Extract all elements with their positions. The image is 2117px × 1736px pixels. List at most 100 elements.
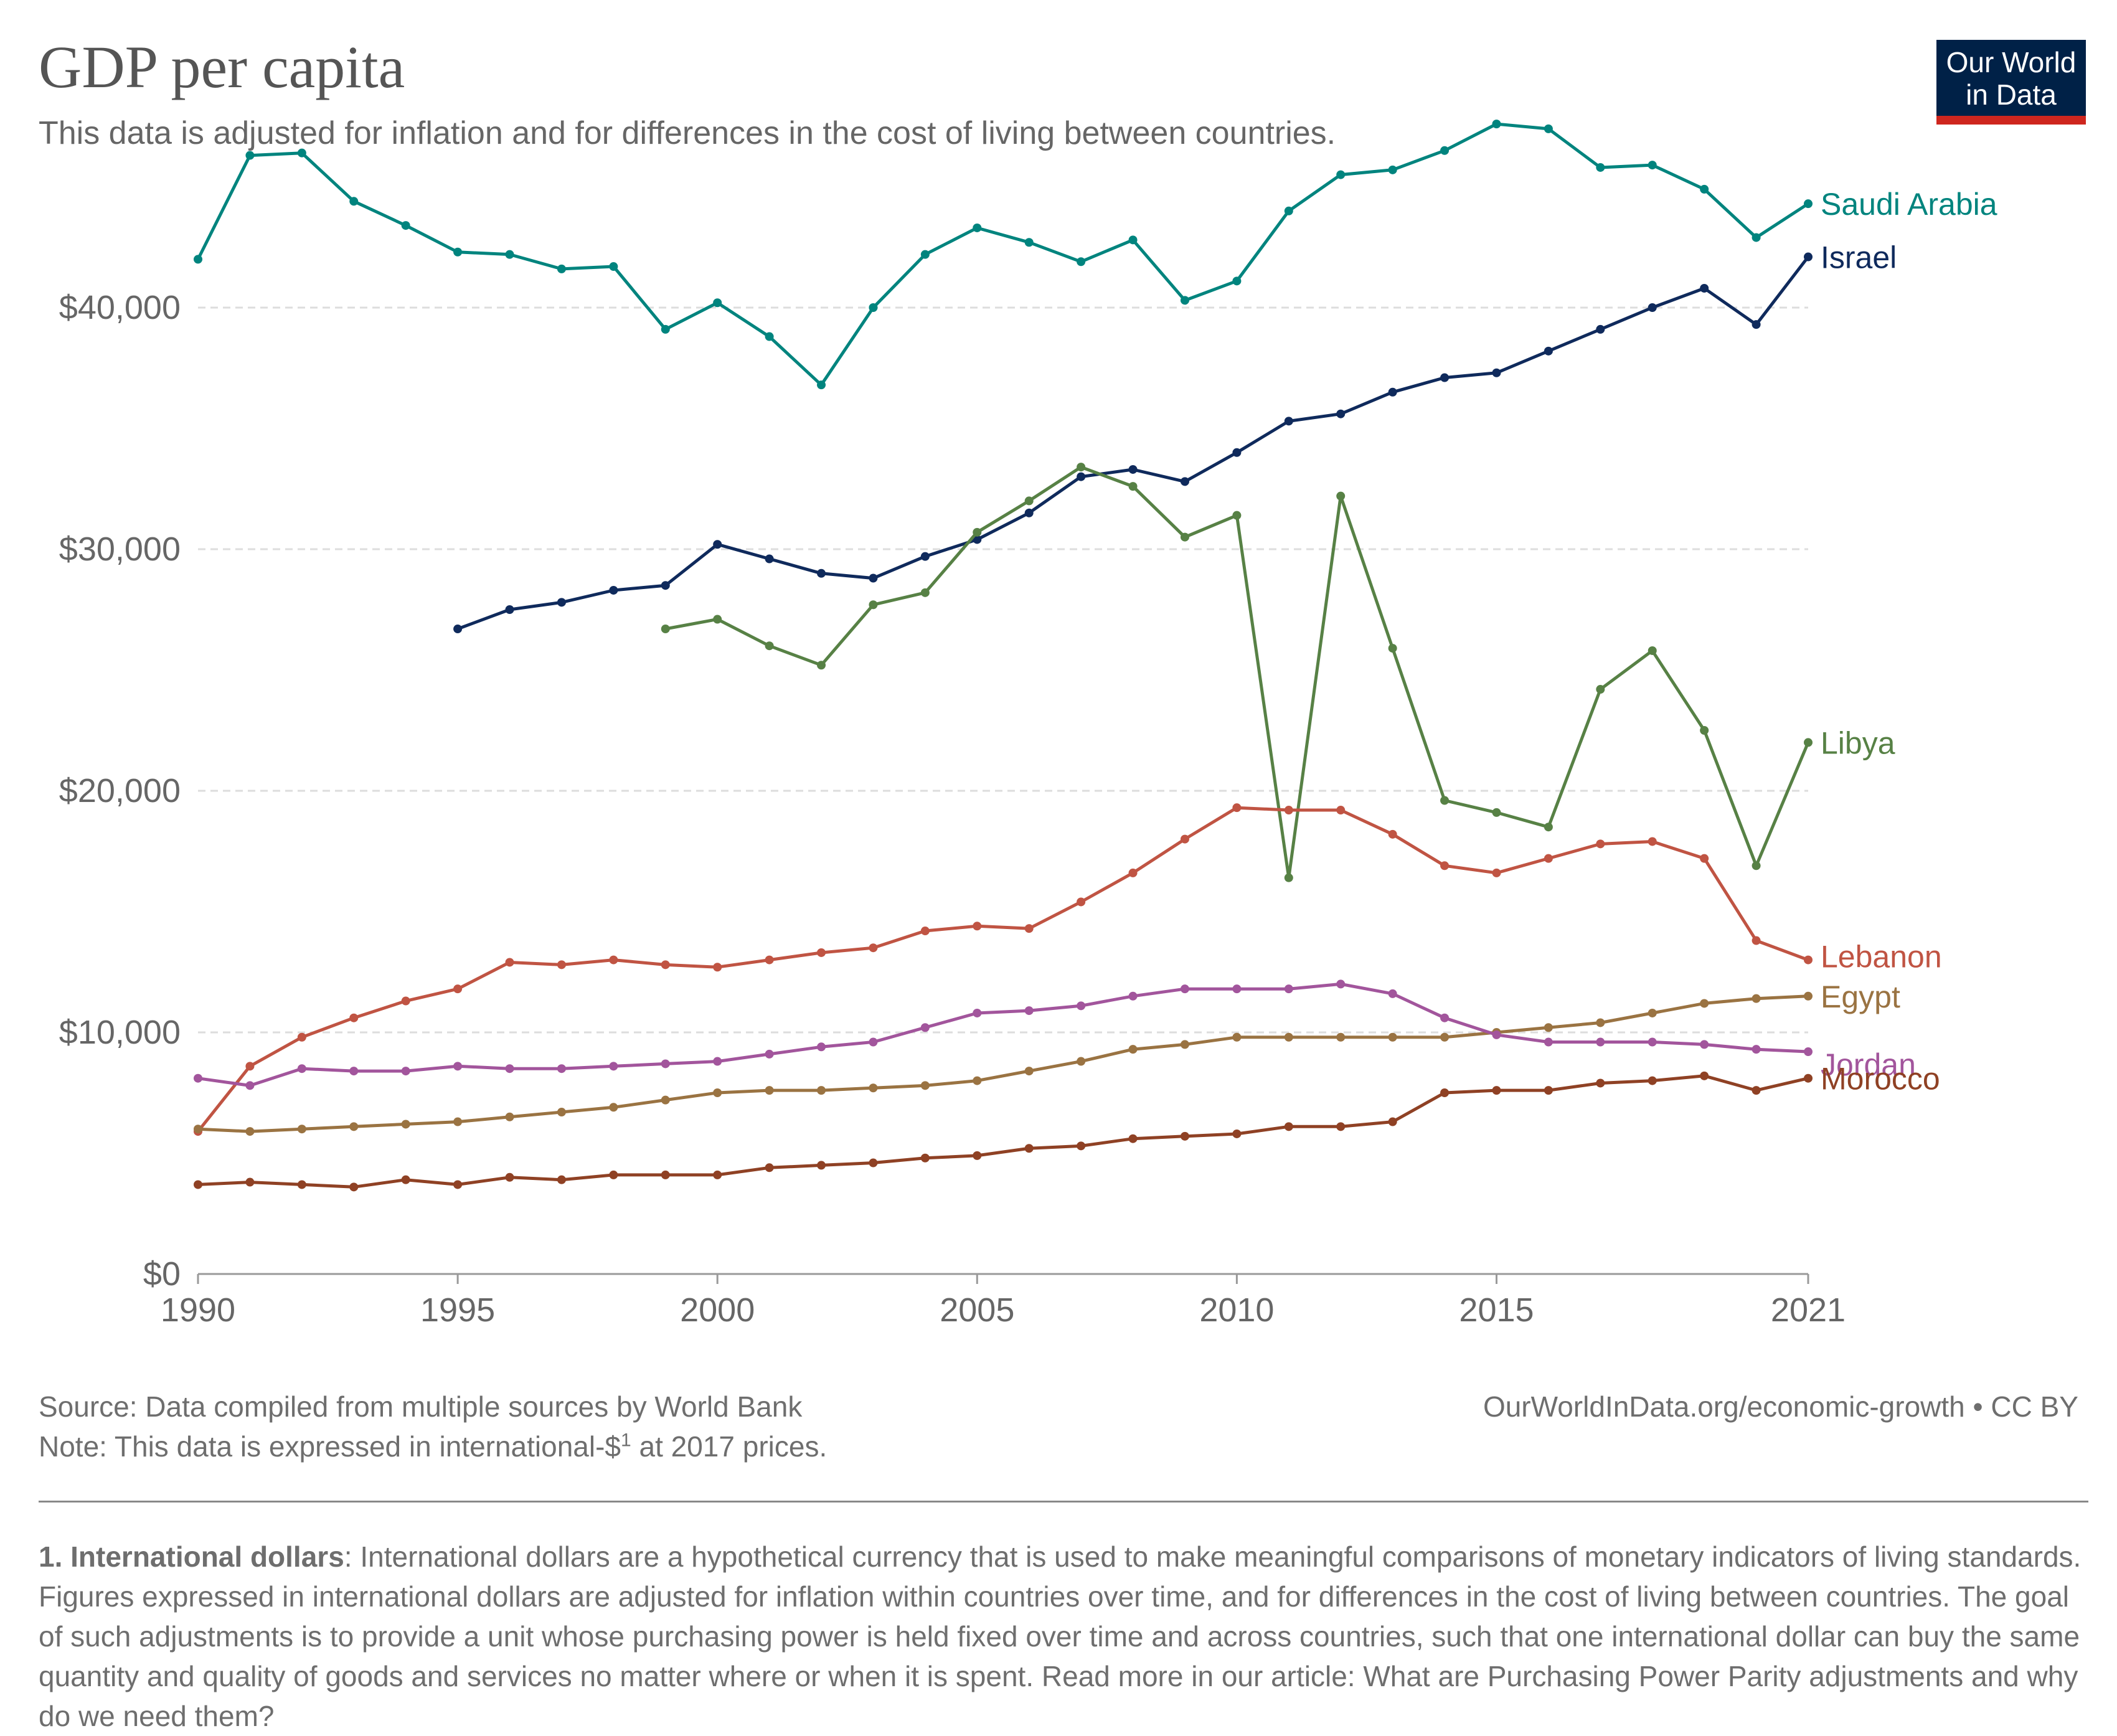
data-point-jordan [765,1049,774,1059]
data-point-morocco [1544,1086,1553,1095]
data-point-egypt [1700,999,1709,1008]
data-point-egypt [713,1088,722,1097]
data-point-morocco [1804,1073,1813,1083]
data-point-saudi-arabia [297,148,306,158]
data-point-israel [817,568,826,578]
data-point-egypt [557,1108,566,1117]
data-point-libya [1336,491,1346,501]
data-point-jordan [401,1067,410,1076]
series-label-morocco: Morocco [1821,1062,1940,1097]
data-point-morocco [401,1175,410,1184]
data-point-jordan [920,1023,930,1032]
data-point-saudi-arabia [349,197,359,206]
data-point-saudi-arabia [1440,146,1450,155]
data-point-jordan [609,1062,618,1071]
series-line-lebanon [197,806,1809,1133]
data-point-israel [1752,320,1761,329]
data-point-saudi-arabia [1700,184,1709,194]
data-point-israel [1804,252,1813,262]
data-point-egypt [401,1120,410,1129]
data-point-israel [1388,387,1397,397]
source-url-link[interactable]: OurWorldInData.org/economic-growth • CC … [1483,1390,2078,1423]
data-point-lebanon [505,958,514,967]
data-point-jordan [1492,1030,1501,1039]
data-point-jordan [505,1064,514,1073]
data-point-egypt [245,1127,255,1136]
data-point-jordan [1180,984,1189,994]
footnote-heading: 1. International dollars [39,1540,344,1573]
logo-line-1: Our World [1946,46,2077,78]
data-point-lebanon [661,960,670,969]
data-point-morocco [557,1175,566,1184]
data-point-libya [713,615,722,624]
data-point-lebanon [920,927,930,936]
data-point-saudi-arabia [609,262,618,271]
data-point-morocco [609,1170,618,1179]
note-main: Note: This data is expressed in internat… [39,1430,621,1463]
data-point-lebanon [1024,924,1034,933]
owid-logo[interactable]: Our World in Data [1936,40,2086,125]
data-point-egypt [765,1086,774,1095]
data-point-morocco [817,1161,826,1170]
series-line-saudi-arabia [196,122,1809,387]
data-point-jordan [1077,1001,1086,1011]
data-point-jordan [1284,984,1293,994]
data-point-morocco [713,1170,722,1179]
data-point-morocco [1077,1141,1086,1151]
data-point-lebanon [973,922,982,931]
series-line-morocco [197,1074,1809,1189]
data-point-egypt [1284,1032,1293,1042]
data-point-lebanon [1440,861,1450,870]
data-point-morocco [1180,1131,1189,1141]
data-point-lebanon [1388,829,1397,839]
data-point-lebanon [817,948,826,957]
data-point-morocco [1388,1117,1397,1126]
data-point-egypt [1180,1040,1189,1049]
data-point-jordan [194,1073,202,1083]
series-label-saudi-arabia: Saudi Arabia [1821,187,1997,222]
data-point-israel [1648,303,1657,312]
data-point-egypt [505,1112,514,1121]
data-point-saudi-arabia [1492,120,1501,129]
data-point-lebanon [1180,834,1189,844]
data-point-egypt [920,1081,930,1090]
data-point-israel [1284,417,1293,426]
data-point-libya [1544,823,1553,832]
data-point-libya [1804,738,1813,747]
data-point-egypt [869,1083,878,1093]
data-point-lebanon [765,955,774,965]
data-point-lebanon [453,984,463,994]
data-point-morocco [1648,1076,1657,1085]
data-point-egypt [1128,1045,1138,1054]
data-point-israel [505,605,514,614]
data-point-morocco [297,1180,306,1189]
data-point-egypt [661,1095,670,1105]
data-point-saudi-arabia [505,250,514,259]
data-point-morocco [1440,1088,1450,1097]
data-point-libya [1024,496,1034,506]
data-point-jordan [1388,989,1397,998]
data-point-jordan [349,1067,359,1076]
data-point-jordan [245,1081,255,1090]
data-point-egypt [1388,1032,1397,1042]
data-point-saudi-arabia [1128,235,1138,245]
data-point-lebanon [245,1062,255,1071]
data-point-israel [765,554,774,564]
x-tick-label: 2010 [1199,1291,1274,1329]
series-label-egypt: Egypt [1821,979,1900,1014]
data-point-israel [557,598,566,607]
data-point-saudi-arabia [1180,296,1189,305]
data-point-lebanon [1336,806,1346,815]
y-axis: $0 $10,000 $20,000 $30,000 $40,000 [59,289,181,1293]
data-point-egypt [194,1125,202,1134]
data-point-morocco [1128,1134,1138,1143]
data-point-saudi-arabia [1336,170,1346,179]
data-point-morocco [869,1158,878,1168]
note-footnote-marker[interactable]: 1 [621,1430,631,1451]
x-tick-label: 2015 [1459,1291,1534,1329]
x-axis: 1990 1995 2000 2005 2010 2015 2021 [161,1273,1846,1329]
data-point-saudi-arabia [661,324,670,334]
data-point-saudi-arabia [973,223,982,232]
data-point-israel [1180,477,1189,486]
data-point-morocco [1336,1122,1346,1131]
